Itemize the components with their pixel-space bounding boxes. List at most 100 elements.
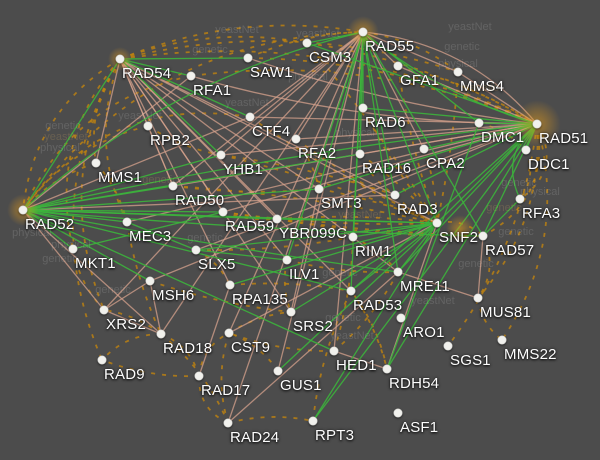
gene-node-rad6[interactable] (358, 103, 368, 113)
gene-node-sgs1[interactable] (443, 341, 453, 351)
gene-label-mms1[interactable]: MMS1 (98, 169, 143, 186)
gene-label-slx5[interactable]: SLX5 (198, 256, 236, 273)
gene-label-snf2[interactable]: SNF2 (439, 229, 479, 246)
gene-node-hed1[interactable] (329, 346, 339, 356)
gene-label-mms4[interactable]: MMS4 (460, 78, 505, 95)
gene-node-gus1[interactable] (273, 366, 283, 376)
gene-label-rad17[interactable]: RAD17 (201, 382, 251, 399)
gene-node-rad9[interactable] (97, 355, 107, 365)
gene-node-rad52[interactable] (18, 205, 28, 215)
gene-label-rfa1[interactable]: RFA1 (193, 82, 232, 99)
gene-node-ilv1[interactable] (282, 255, 292, 265)
gene-label-rad55[interactable]: RAD55 (365, 38, 415, 55)
gene-node-gfa1[interactable] (393, 61, 403, 71)
gene-node-mus81[interactable] (473, 293, 483, 303)
gene-node-cpa2[interactable] (419, 144, 429, 154)
gene-node-snf2[interactable] (432, 218, 442, 228)
gene-node-rpt3[interactable] (308, 416, 318, 426)
gene-node-rad51[interactable] (532, 119, 542, 129)
gene-node-rad54[interactable] (115, 54, 125, 64)
gene-label-rad6[interactable]: RAD6 (365, 114, 406, 131)
gene-node-asf1[interactable] (393, 408, 403, 418)
gene-node-rpb2[interactable] (143, 121, 153, 131)
gene-node-rad18[interactable] (156, 329, 166, 339)
gene-label-rpa135[interactable]: RPA135 (232, 291, 288, 308)
gene-label-hed1[interactable]: HED1 (336, 357, 377, 374)
gene-label-mre11[interactable]: MRE11 (400, 278, 450, 295)
gene-node-rdh54[interactable] (382, 364, 392, 374)
gene-label-msh6[interactable]: MSH6 (152, 287, 195, 304)
gene-node-aro1[interactable] (396, 313, 406, 323)
gene-node-mkt1[interactable] (68, 244, 78, 254)
gene-node-rim1[interactable] (348, 232, 358, 242)
gene-node-ctf4[interactable] (245, 112, 255, 122)
gene-node-rfa1[interactable] (186, 71, 196, 81)
gene-label-rad59[interactable]: RAD59 (225, 218, 275, 235)
gene-label-rad3[interactable]: RAD3 (397, 201, 438, 218)
gene-label-sgs1[interactable]: SGS1 (450, 352, 491, 369)
gene-label-srs2[interactable]: SRS2 (293, 318, 333, 335)
gene-label-cst9[interactable]: CST9 (231, 339, 271, 356)
gene-label-csm3[interactable]: CSM3 (309, 49, 352, 66)
gene-node-ddc1[interactable] (521, 145, 531, 155)
gene-node-slx5[interactable] (191, 245, 201, 255)
gene-label-asf1[interactable]: ASF1 (400, 419, 439, 436)
gene-label-rpt3[interactable]: RPT3 (315, 427, 355, 444)
gene-node-mms22[interactable] (497, 335, 507, 345)
gene-label-mkt1[interactable]: MKT1 (75, 255, 116, 272)
gene-node-ybr099c[interactable] (272, 214, 282, 224)
gene-label-xrs2[interactable]: XRS2 (106, 316, 146, 333)
gene-label-dmc1[interactable]: DMC1 (481, 129, 525, 146)
gene-label-mms22[interactable]: MMS22 (504, 346, 557, 363)
gene-label-ybr099c[interactable]: YBR099C (279, 225, 348, 242)
gene-label-ctf4[interactable]: CTF4 (252, 123, 291, 140)
gene-label-rdh54[interactable]: RDH54 (389, 375, 440, 392)
gene-node-rad59[interactable] (218, 207, 228, 217)
gene-node-saw1[interactable] (243, 53, 253, 63)
gene-node-rad3[interactable] (390, 190, 400, 200)
gene-node-rfa3[interactable] (515, 194, 525, 204)
gene-label-rad54[interactable]: RAD54 (122, 65, 172, 82)
gene-node-mec3[interactable] (122, 217, 132, 227)
gene-node-csm3[interactable] (302, 38, 312, 48)
gene-node-msh6[interactable] (145, 276, 155, 286)
gene-label-rad9[interactable]: RAD9 (104, 366, 145, 383)
gene-node-rfa2[interactable] (291, 134, 301, 144)
gene-label-ddc1[interactable]: DDC1 (528, 156, 570, 173)
gene-node-mms4[interactable] (453, 67, 463, 77)
gene-label-smt3[interactable]: SMT3 (321, 195, 362, 212)
gene-node-yhb1[interactable] (216, 150, 226, 160)
gene-label-rim1[interactable]: RIM1 (355, 243, 392, 260)
gene-node-srs2[interactable] (286, 307, 296, 317)
gene-label-aro1[interactable]: ARO1 (403, 324, 445, 341)
gene-label-rad24[interactable]: RAD24 (230, 429, 280, 446)
gene-node-rad16[interactable] (355, 149, 365, 159)
gene-label-rad50[interactable]: RAD50 (175, 192, 225, 209)
gene-label-rad52[interactable]: RAD52 (25, 216, 75, 233)
gene-label-rad16[interactable]: RAD16 (362, 160, 412, 177)
gene-label-cpa2[interactable]: CPA2 (426, 155, 465, 172)
gene-node-rpa135[interactable] (225, 280, 235, 290)
gene-label-mus81[interactable]: MUS81 (480, 304, 532, 321)
gene-label-rpb2[interactable]: RPB2 (150, 132, 190, 149)
gene-node-rad55[interactable] (358, 27, 368, 37)
gene-node-rad24[interactable] (223, 418, 233, 428)
gene-label-ilv1[interactable]: ILV1 (289, 266, 320, 283)
gene-label-rad51[interactable]: RAD51 (539, 130, 589, 147)
gene-label-yhb1[interactable]: YHB1 (223, 161, 263, 178)
gene-label-gus1[interactable]: GUS1 (280, 377, 322, 394)
gene-label-rad18[interactable]: RAD18 (163, 340, 213, 357)
gene-label-rad53[interactable]: RAD53 (353, 297, 403, 314)
gene-node-xrs2[interactable] (99, 305, 109, 315)
gene-node-rad17[interactable] (194, 371, 204, 381)
gene-node-cst9[interactable] (224, 328, 234, 338)
gene-label-rfa3[interactable]: RFA3 (522, 205, 561, 222)
gene-label-gfa1[interactable]: GFA1 (400, 72, 440, 89)
gene-node-mms1[interactable] (91, 158, 101, 168)
gene-label-mec3[interactable]: MEC3 (129, 228, 172, 245)
gene-label-saw1[interactable]: SAW1 (250, 64, 293, 81)
gene-node-dmc1[interactable] (474, 118, 484, 128)
gene-node-smt3[interactable] (314, 184, 324, 194)
gene-node-mre11[interactable] (393, 267, 403, 277)
